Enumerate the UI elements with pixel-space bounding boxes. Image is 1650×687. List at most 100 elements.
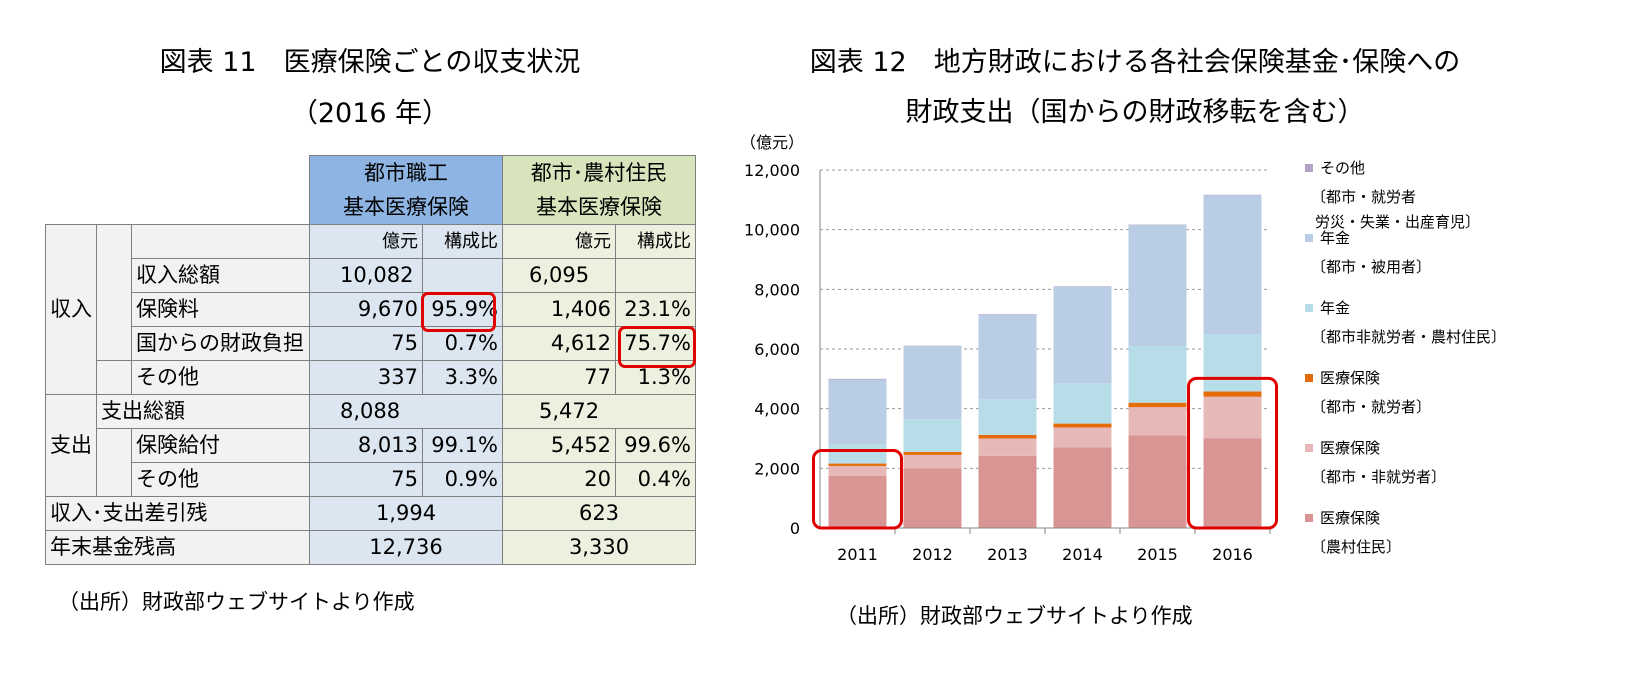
bar-segment <box>1053 286 1112 384</box>
cell-urban-amount: 8,088 <box>309 394 503 429</box>
legend-label: 〔都市・非就労者〕 <box>1311 468 1446 486</box>
cell-rural-ratio: 0.4% <box>615 462 696 497</box>
cell-rural-ratio <box>615 258 696 293</box>
left-source-note: （出所）財政部ウェブサイトより作成 <box>58 590 415 614</box>
table-row-benefit: 保険給付 8,013 99.1% 5,452 99.6% <box>46 428 696 497</box>
table-row-expense-total: 支出 支出総額 8,088 5,472 <box>45 394 696 497</box>
bar-segment <box>1128 224 1187 226</box>
y-tick-label: 0 <box>790 519 800 538</box>
table-row-fund: 年末基金残高 12,736 3,330 <box>45 530 696 565</box>
bar-segment <box>828 465 887 476</box>
table-row-govt: 国からの財政負担 75 0.7% 4,612 75.7% <box>46 326 696 361</box>
chart-title-line1: 図表 12 地方財政における各社会保険基金･保険への <box>809 47 1461 78</box>
bar-segment <box>1128 225 1187 347</box>
cell-rural-amount: 623 <box>502 496 696 531</box>
x-tick-label: 2014 <box>1062 545 1103 564</box>
legend-label: 医療保険 <box>1320 509 1380 527</box>
bar-segment <box>1128 435 1187 528</box>
x-tick-label: 2013 <box>987 545 1028 564</box>
col-header-urban-line2: 基本医療保険 <box>343 195 469 219</box>
cell-urban-amount: 9,670 <box>309 292 423 327</box>
cell-rural-amount: 77 <box>502 360 616 395</box>
bar-segment <box>903 346 962 420</box>
indent-cell-3 <box>96 360 132 395</box>
highlight-box <box>812 449 903 530</box>
bar-segment <box>1053 423 1112 428</box>
bar-segment <box>1128 346 1187 403</box>
row-label: 収入総額 <box>131 258 310 293</box>
highlight-premium-ratio <box>421 292 496 332</box>
group-label-expense: 支出 <box>45 394 97 497</box>
cell-urban-amount: 10,082 <box>309 258 423 293</box>
group-label-income: 収入 <box>45 224 97 395</box>
legend-swatch <box>1305 444 1313 452</box>
unit-ratio-urban: 構成比 <box>422 224 503 259</box>
bar-segment <box>1203 391 1262 397</box>
cell-rural-amount: 1,406 <box>502 292 616 327</box>
x-tick-label: 2016 <box>1212 545 1253 564</box>
bar-segment <box>1053 286 1112 287</box>
bar-segment <box>978 434 1037 439</box>
cell-urban-ratio <box>422 258 503 293</box>
y-tick-label: 6,000 <box>754 340 800 359</box>
x-tick-label: 2015 <box>1137 545 1178 564</box>
bar-segment <box>828 379 887 445</box>
cell-rural-amount: 4,612 <box>502 326 616 361</box>
legend-swatch <box>1305 234 1313 242</box>
table-row-expense-other: その他 75 0.9% 20 0.4% <box>46 462 696 497</box>
unit-amount-rural: 億元 <box>502 224 616 259</box>
legend-swatch <box>1305 514 1313 522</box>
bar-segment <box>1203 195 1262 335</box>
col-header-rural-line2: 基本医療保険 <box>536 195 662 219</box>
bar-segment <box>978 314 1037 315</box>
table-row-premium: 保険料 9,670 95.9% 1,406 23.1% <box>46 292 696 327</box>
bar-segment <box>903 451 962 455</box>
left-title-line2: （2016 年） <box>290 98 450 129</box>
bar-segment <box>1203 396 1262 439</box>
cell-urban-ratio: 0.7% <box>422 326 503 361</box>
bar-segment <box>978 314 1037 400</box>
legend-label: 〔農村住民〕 <box>1311 538 1401 556</box>
col-header-rural-line1: 都市･農村住民 <box>530 161 668 185</box>
row-label: 保険料 <box>131 292 310 327</box>
row-label: 年末基金残高 <box>45 530 310 565</box>
cell-urban-amount: 75 <box>309 326 423 361</box>
unit-row-blank <box>131 224 310 259</box>
bar-segment <box>903 468 962 528</box>
legend-label: 〔都市・就労者〕 <box>1311 398 1431 416</box>
col-header-urban-line1: 都市職工 <box>364 161 448 185</box>
legend-swatch <box>1305 164 1313 172</box>
cell-rural-amount: 20 <box>502 462 616 497</box>
bar-segment <box>978 455 1037 528</box>
legend-swatch <box>1305 374 1313 382</box>
bar-segment <box>978 438 1037 456</box>
cell-urban-ratio: 0.9% <box>422 462 503 497</box>
cell-rural-ratio: 75.7% <box>615 326 696 361</box>
unit-amount-urban: 億元 <box>309 224 423 259</box>
cell-rural-amount: 6,095 <box>502 258 616 293</box>
unit-ratio-rural: 構成比 <box>615 224 696 259</box>
row-label: その他 <box>131 360 310 395</box>
legend-label: 〔都市非就労者・農村住民〕 <box>1311 328 1506 346</box>
y-tick-label: 8,000 <box>754 280 800 299</box>
bar-segment <box>1053 427 1112 448</box>
bar-segment <box>828 475 887 528</box>
table-row-income-total: 収入総額 10,082 6,095 <box>46 258 696 293</box>
right-source-note: （出所）財政部ウェブサイトより作成 <box>836 604 1193 628</box>
x-tick-label: 2011 <box>837 545 878 564</box>
cell-urban-amount: 75 <box>309 462 423 497</box>
bar-segment <box>1053 447 1112 528</box>
legend-label: 〔都市・被用者〕 <box>1311 258 1431 276</box>
legend-label: 年金 <box>1320 229 1350 247</box>
highlight-box <box>1187 376 1278 530</box>
insurance-balance-table: 都市職工 基本医療保険 都市･農村住民 基本医療保険 収入 億元 構成比 億元 … <box>45 155 696 565</box>
legend-label: 労災・失業・出産育児〕 <box>1315 213 1480 231</box>
bar-segment <box>1203 334 1262 392</box>
cell-urban-amount: 1,994 <box>309 496 503 531</box>
cell-urban-amount: 8,013 <box>309 428 423 463</box>
legend-label: 年金 <box>1320 299 1350 317</box>
col-header-urban-rural-resident: 都市･農村住民 基本医療保険 <box>502 155 696 225</box>
row-label: その他 <box>131 462 310 497</box>
chart-title-line2: 財政支出（国からの財政移転を含む） <box>905 97 1365 128</box>
